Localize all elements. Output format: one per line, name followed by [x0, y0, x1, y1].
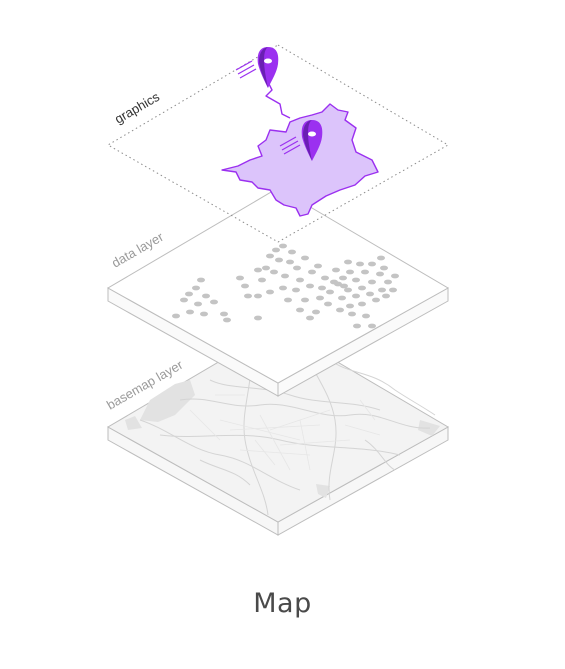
data-point: [368, 279, 376, 285]
diagram-caption: Map: [253, 588, 312, 619]
data-point: [391, 273, 399, 279]
data-point: [382, 293, 390, 299]
map-pin-icon: [235, 47, 279, 88]
data-point: [293, 265, 301, 271]
data-point: [292, 287, 300, 293]
data-point: [296, 277, 304, 283]
data-point: [279, 243, 287, 249]
data-point: [358, 285, 366, 291]
data-point: [378, 287, 386, 293]
data-point: [254, 315, 262, 321]
data-point: [321, 275, 329, 281]
data-point: [352, 293, 360, 299]
data-point: [344, 259, 352, 265]
graphics-layer-label: graphics: [112, 89, 162, 127]
data-point: [220, 311, 228, 317]
graphics-layer: graphics: [107, 44, 449, 243]
data-point: [377, 255, 385, 261]
data-point: [266, 289, 274, 295]
data-point: [186, 309, 194, 315]
data-point: [262, 265, 270, 271]
data-point: [312, 309, 320, 315]
data-point: [288, 249, 296, 255]
data-point: [314, 263, 322, 269]
data-point: [368, 323, 376, 329]
data-point: [172, 313, 180, 319]
data-point: [306, 283, 314, 289]
data-point: [362, 313, 370, 319]
data-point: [254, 293, 262, 299]
data-point: [366, 291, 374, 297]
data-point: [346, 269, 354, 275]
data-point: [279, 285, 287, 291]
data-points: [172, 243, 399, 329]
data-point: [324, 301, 332, 307]
data-point: [352, 277, 360, 283]
data-point: [361, 269, 369, 275]
data-point: [241, 283, 249, 289]
data-point: [194, 301, 202, 307]
data-point: [281, 273, 289, 279]
basemap-streets: [189, 394, 381, 471]
data-point: [270, 269, 278, 275]
basemap-layer: basemap layer: [104, 326, 450, 536]
data-point: [318, 285, 326, 291]
data-point: [200, 311, 208, 317]
data-point: [336, 307, 344, 313]
data-slab-top: [106, 187, 450, 384]
data-point: [344, 287, 352, 293]
data-point: [316, 295, 324, 301]
data-point: [266, 253, 274, 259]
data-point: [197, 277, 205, 283]
data-point: [376, 271, 384, 277]
data-point: [284, 297, 292, 303]
data-point: [272, 247, 280, 253]
data-point: [332, 267, 340, 273]
data-point: [389, 287, 397, 293]
data-point: [301, 255, 309, 261]
graphics-plane-outline: [107, 44, 449, 243]
data-point: [301, 297, 309, 303]
city-boundary-polygon: [221, 103, 379, 217]
data-point: [244, 293, 252, 299]
data-point: [338, 295, 346, 301]
basemap-roads: [139, 339, 436, 516]
map-pin-icon: [279, 120, 323, 161]
data-point: [202, 293, 210, 299]
data-point: [308, 269, 316, 275]
data-point: [326, 289, 334, 295]
data-point: [192, 285, 200, 291]
data-point: [372, 297, 380, 303]
data-point: [254, 267, 262, 273]
data-point: [180, 297, 188, 303]
data-point: [296, 307, 304, 313]
data-point: [258, 277, 266, 283]
data-point: [210, 299, 218, 305]
data-layer: data layer: [106, 187, 450, 397]
data-point: [236, 275, 244, 281]
data-point: [368, 261, 376, 267]
data-point: [223, 317, 231, 323]
data-point: [306, 315, 314, 321]
data-point: [185, 291, 193, 297]
data-point: [384, 279, 392, 285]
data-point: [339, 275, 347, 281]
data-point: [348, 311, 356, 317]
data-point: [353, 323, 361, 329]
data-point: [380, 265, 388, 271]
data-point: [356, 261, 364, 267]
data-point: [358, 301, 366, 307]
data-point: [275, 257, 283, 263]
data-point: [286, 259, 294, 265]
data-point: [340, 283, 348, 289]
data-point: [346, 303, 354, 309]
data-point: [330, 279, 338, 285]
route-line: [265, 81, 291, 119]
